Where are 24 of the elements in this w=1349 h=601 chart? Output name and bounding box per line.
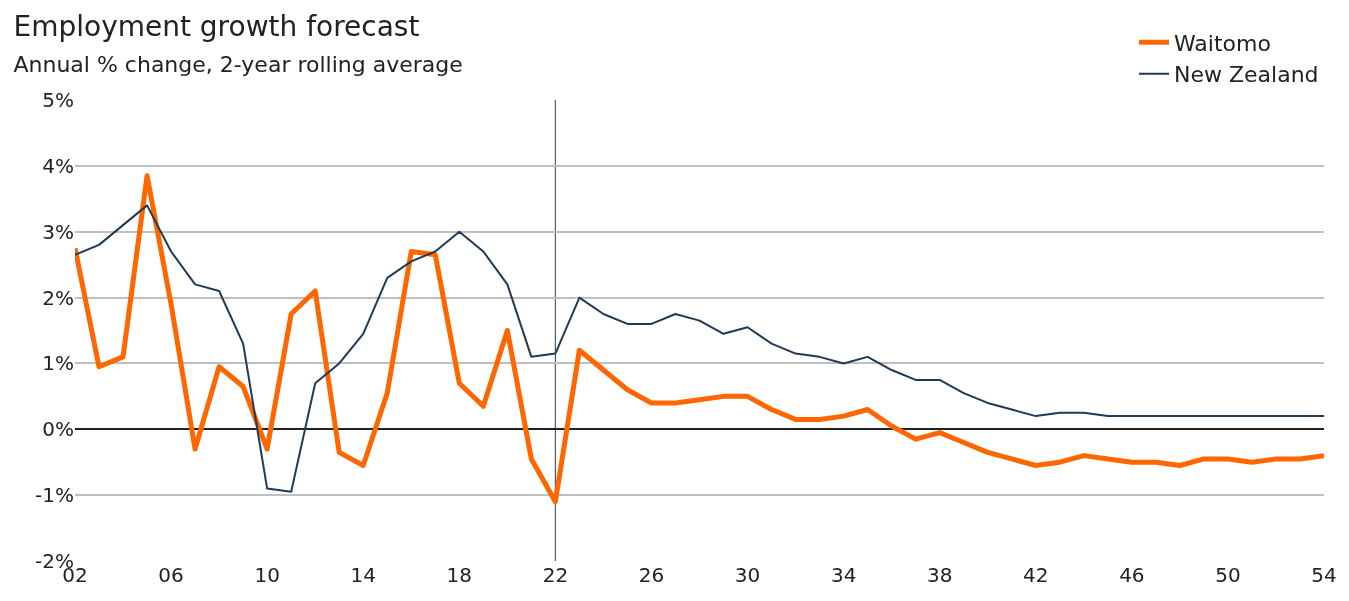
y-tick-label: 2% bbox=[42, 285, 74, 310]
y-tick-label: 5% bbox=[42, 88, 74, 112]
x-tick-label: 46 bbox=[1119, 563, 1145, 587]
y-tick-label: 0% bbox=[42, 417, 74, 442]
y-tick-label: 3% bbox=[42, 219, 74, 244]
x-tick-label: 30 bbox=[734, 563, 761, 587]
chart-subtitle: Annual % change, 2-year rolling average bbox=[13, 52, 463, 78]
y-tick-label: -1% bbox=[35, 483, 74, 508]
x-tick-label: 50 bbox=[1215, 563, 1241, 587]
x-tick-label: 54 bbox=[1311, 563, 1337, 587]
x-tick-label: 06 bbox=[158, 563, 184, 587]
y-tick-label: 1% bbox=[42, 351, 74, 376]
x-tick-label: 14 bbox=[350, 563, 376, 587]
y-tick-label: 4% bbox=[42, 153, 74, 178]
x-tick-label: 10 bbox=[254, 563, 280, 587]
x-tick-label: 26 bbox=[638, 563, 665, 587]
x-tick-label: 22 bbox=[542, 563, 569, 587]
x-tick-label: 38 bbox=[926, 563, 953, 587]
x-tick-label: 18 bbox=[446, 563, 473, 587]
x-tick-label: 42 bbox=[1023, 563, 1049, 587]
x-tick-label: 34 bbox=[830, 563, 857, 587]
legend-label: New Zealand bbox=[1174, 62, 1319, 88]
legend-label: Waitomo bbox=[1174, 30, 1271, 56]
chart-title: Employment growth forecast bbox=[13, 10, 420, 44]
